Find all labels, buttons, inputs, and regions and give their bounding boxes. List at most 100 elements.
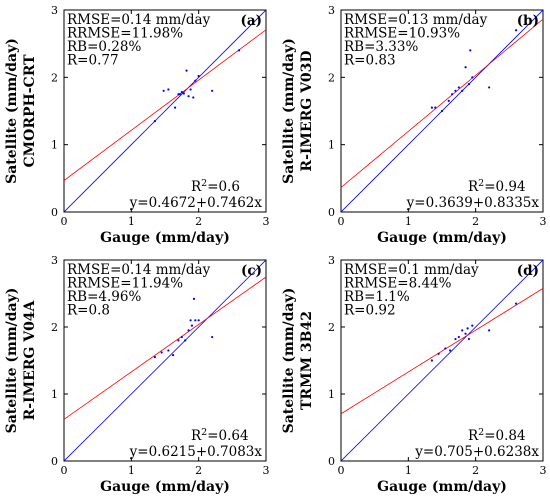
x-tick-label: 3 bbox=[540, 215, 547, 228]
stat-line: RRMSE=8.44% bbox=[344, 276, 452, 292]
fit-line bbox=[341, 288, 543, 415]
data-point bbox=[488, 86, 491, 89]
identity-line bbox=[341, 260, 543, 461]
x-tick-label: 1 bbox=[128, 215, 135, 228]
plot-frame bbox=[63, 9, 267, 213]
data-point bbox=[514, 29, 518, 32]
data-point bbox=[185, 69, 188, 72]
data-point bbox=[464, 66, 467, 69]
y-tick-label: 1 bbox=[51, 139, 58, 152]
panel-label: (b) bbox=[517, 13, 539, 29]
data-point bbox=[237, 49, 241, 52]
data-point bbox=[514, 302, 518, 305]
fit-line bbox=[64, 276, 266, 420]
x-tick-label: 3 bbox=[263, 464, 270, 477]
panel-3: 0 1 2 3 0 1 2 3 RMSE=0.14 mm/dayRRMSE=11.94%RB=4… bbox=[4, 254, 270, 495]
x-axis-label: Gauge (mm/day) bbox=[377, 230, 507, 246]
plot-frame bbox=[63, 259, 267, 462]
data-point bbox=[430, 359, 433, 362]
plot-frame bbox=[340, 9, 544, 213]
data-point bbox=[171, 354, 175, 357]
data-point bbox=[189, 88, 192, 91]
data-point bbox=[197, 74, 200, 78]
data-point bbox=[440, 109, 444, 113]
y-tick-label: 3 bbox=[328, 4, 335, 17]
stat-line: R=0.83 bbox=[344, 53, 396, 69]
stat-line: R=0.77 bbox=[67, 53, 119, 69]
data-point bbox=[447, 99, 450, 102]
stat-line: RMSE=0.14 mm/day bbox=[67, 12, 211, 28]
data-point bbox=[192, 297, 196, 300]
y-axis-product-label: CMORPH-CRT bbox=[22, 54, 38, 168]
data-point bbox=[160, 351, 163, 354]
data-point bbox=[184, 339, 187, 342]
x-tick-label: 1 bbox=[405, 464, 412, 477]
data-point bbox=[162, 89, 165, 92]
stat-line: RB=0.28% bbox=[67, 39, 141, 55]
r-squared: R2=0.64 bbox=[191, 427, 249, 444]
data-point bbox=[454, 89, 457, 92]
data-point bbox=[451, 93, 454, 96]
y-axis-product-label: R-IMERG V04A bbox=[22, 299, 38, 420]
x-tick-label: 0 bbox=[338, 464, 345, 477]
stat-line: RMSE=0.1 mm/day bbox=[344, 262, 479, 278]
y-tick-label: 1 bbox=[51, 388, 58, 401]
fit-equation: y=0.6215+0.7083x bbox=[129, 444, 263, 460]
stat-line: RMSE=0.14 mm/day bbox=[67, 262, 211, 278]
data-point bbox=[174, 106, 177, 109]
panel-4: 0 1 2 3 0 1 2 3 RMSE=0.1 mm/dayRRMSE=8.44%RB=1.1… bbox=[281, 254, 547, 495]
stat-line: RRMSE=10.93% bbox=[344, 26, 460, 42]
identity-line bbox=[64, 260, 266, 461]
data-point bbox=[194, 79, 197, 82]
y-tick-label: 2 bbox=[328, 321, 335, 334]
stat-line: RRMSE=11.94% bbox=[67, 276, 183, 292]
x-tick-label: 2 bbox=[472, 464, 479, 477]
data-point bbox=[192, 96, 195, 99]
plot-frame bbox=[340, 259, 544, 462]
fit-line bbox=[64, 29, 266, 181]
y-tick-label: 3 bbox=[328, 254, 335, 267]
data-point bbox=[167, 88, 170, 91]
y-tick-label: 2 bbox=[328, 71, 335, 84]
x-axis-label: Gauge (mm/day) bbox=[100, 230, 230, 246]
data-point bbox=[448, 349, 452, 352]
panel-label: (c) bbox=[241, 263, 262, 279]
x-tick-label: 3 bbox=[540, 464, 547, 477]
x-axis-label: Gauge (mm/day) bbox=[377, 479, 507, 495]
data-point bbox=[434, 106, 437, 109]
data-point bbox=[190, 324, 194, 327]
data-point bbox=[466, 327, 469, 330]
data-point bbox=[467, 337, 471, 341]
x-tick-label: 2 bbox=[472, 215, 479, 228]
data-point bbox=[488, 329, 491, 332]
x-tick-label: 2 bbox=[195, 215, 202, 228]
data-point bbox=[194, 319, 197, 322]
identity-line bbox=[64, 10, 266, 212]
data-point bbox=[437, 352, 440, 355]
fit-equation: y=0.4672+0.7462x bbox=[129, 195, 263, 211]
y-axis-label: Satellite (mm/day) bbox=[281, 38, 297, 184]
stat-line: RB=4.96% bbox=[67, 289, 141, 305]
fit-line bbox=[341, 18, 543, 188]
y-axis-product-label: R-IMERG V03D bbox=[299, 50, 315, 171]
stat-line: R=0.92 bbox=[344, 303, 396, 319]
data-point bbox=[471, 76, 474, 79]
data-point bbox=[153, 120, 156, 123]
x-tick-label: 1 bbox=[405, 215, 412, 228]
y-axis-label: Satellite (mm/day) bbox=[4, 38, 20, 184]
data-point bbox=[167, 349, 170, 352]
data-point bbox=[471, 324, 474, 327]
y-axis-label: Satellite (mm/day) bbox=[281, 288, 297, 434]
data-point bbox=[189, 319, 192, 322]
y-axis-product-label: TRMM 3B42 bbox=[299, 311, 315, 410]
data-point bbox=[430, 106, 433, 109]
data-point bbox=[187, 95, 190, 98]
y-tick-label: 2 bbox=[51, 321, 58, 334]
x-tick-label: 1 bbox=[128, 464, 135, 477]
r-squared: R2=0.6 bbox=[191, 178, 240, 195]
stat-line: RB=1.1% bbox=[344, 289, 410, 305]
x-tick-label: 0 bbox=[61, 215, 68, 228]
data-point bbox=[461, 329, 464, 332]
x-axis-label: Gauge (mm/day) bbox=[100, 479, 230, 495]
